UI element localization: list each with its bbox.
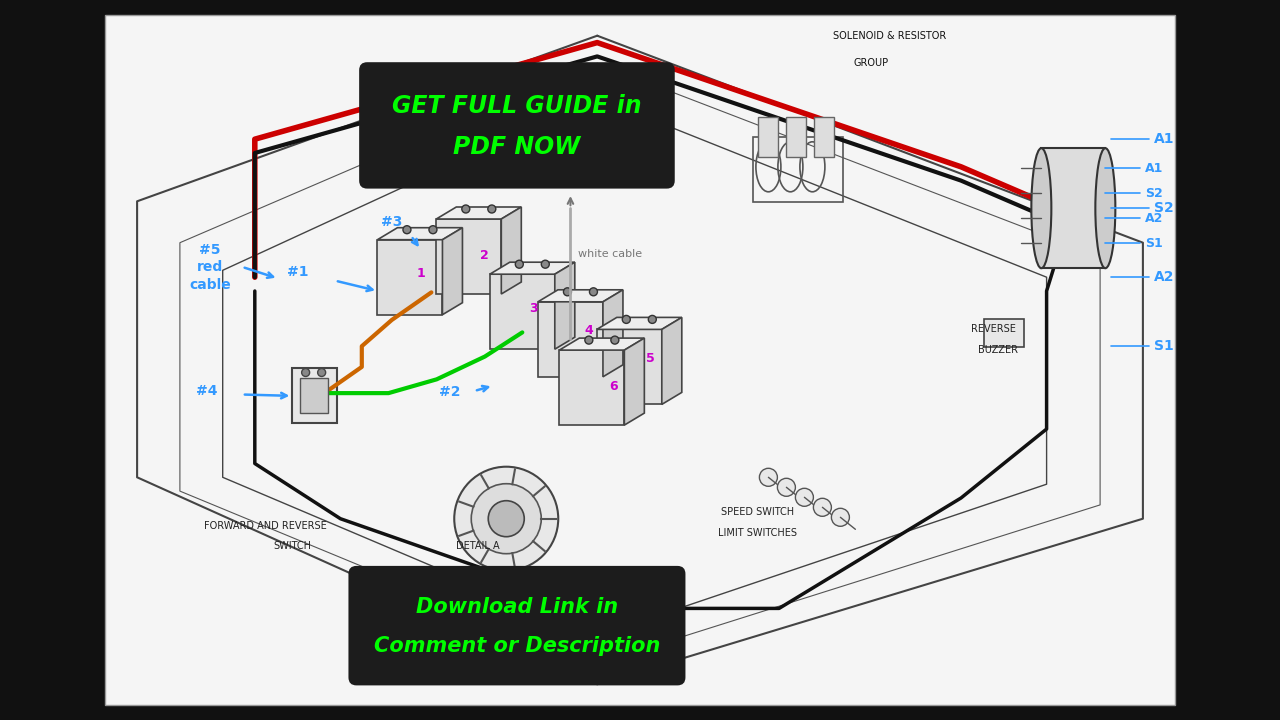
Text: Download Link in: Download Link in	[416, 597, 618, 617]
Polygon shape	[603, 289, 623, 377]
Polygon shape	[596, 318, 682, 330]
Polygon shape	[443, 228, 462, 315]
Text: SOLENOID & RESISTOR: SOLENOID & RESISTOR	[832, 31, 946, 41]
Text: GET FULL GUIDE in: GET FULL GUIDE in	[392, 94, 641, 117]
Text: S1: S1	[1153, 339, 1174, 354]
Text: #1: #1	[287, 265, 308, 279]
Text: A2: A2	[1153, 270, 1174, 284]
Circle shape	[488, 500, 525, 536]
Bar	[378, 240, 443, 315]
Text: SWITCH: SWITCH	[273, 541, 311, 552]
Text: white cable: white cable	[579, 248, 643, 258]
Circle shape	[516, 260, 524, 269]
Bar	[105, 15, 1175, 705]
Text: S2: S2	[1146, 186, 1164, 199]
Circle shape	[648, 315, 657, 323]
Polygon shape	[625, 338, 644, 425]
Polygon shape	[378, 228, 462, 240]
Bar	[754, 137, 844, 202]
Circle shape	[429, 225, 436, 234]
Bar	[300, 377, 328, 413]
Polygon shape	[436, 207, 521, 219]
Circle shape	[813, 498, 832, 516]
Text: 3: 3	[529, 302, 538, 315]
Bar	[436, 219, 502, 294]
Circle shape	[488, 205, 495, 213]
Circle shape	[832, 508, 850, 526]
Circle shape	[317, 369, 325, 377]
Bar	[292, 367, 337, 423]
Bar	[596, 330, 662, 405]
Text: 6: 6	[609, 379, 617, 392]
Text: SPEED SWITCH: SPEED SWITCH	[721, 507, 795, 517]
Text: red: red	[197, 260, 223, 274]
Circle shape	[590, 288, 598, 296]
Circle shape	[541, 260, 549, 269]
Bar	[490, 274, 554, 349]
Text: PDF NOW: PDF NOW	[453, 135, 581, 160]
Polygon shape	[554, 262, 575, 349]
Circle shape	[777, 478, 795, 496]
Bar	[559, 350, 625, 425]
Text: LIMIT SWITCH: LIMIT SWITCH	[538, 659, 604, 669]
Ellipse shape	[1032, 148, 1051, 269]
Text: BUZZER: BUZZER	[978, 345, 1019, 355]
Text: S2: S2	[1153, 201, 1174, 215]
Text: GROUP: GROUP	[854, 58, 890, 68]
Text: #5: #5	[200, 243, 220, 256]
Text: A1: A1	[1146, 162, 1164, 175]
Text: 4: 4	[584, 324, 593, 337]
Bar	[984, 320, 1024, 347]
Text: Comment or Description: Comment or Description	[374, 636, 660, 657]
Text: #3: #3	[381, 215, 402, 229]
Polygon shape	[662, 318, 682, 405]
Circle shape	[759, 468, 777, 486]
Circle shape	[585, 336, 593, 344]
Text: LIMIT SWITCHES: LIMIT SWITCHES	[718, 528, 797, 538]
Text: 5: 5	[646, 352, 655, 365]
Bar	[1042, 148, 1106, 269]
Text: #4: #4	[196, 384, 218, 398]
Circle shape	[471, 484, 541, 554]
Text: A2: A2	[1146, 212, 1164, 225]
Polygon shape	[538, 289, 623, 302]
Text: REVERSE: REVERSE	[970, 324, 1015, 334]
Circle shape	[462, 205, 470, 213]
FancyBboxPatch shape	[360, 62, 675, 189]
Text: 1: 1	[416, 267, 425, 280]
Polygon shape	[559, 338, 644, 350]
Bar	[786, 117, 806, 157]
Text: #2: #2	[439, 385, 461, 400]
Circle shape	[403, 225, 411, 234]
Text: S1: S1	[1146, 237, 1164, 250]
Text: cable: cable	[189, 279, 230, 292]
FancyBboxPatch shape	[348, 566, 686, 685]
Ellipse shape	[1096, 148, 1115, 269]
Text: 2: 2	[480, 248, 489, 261]
Circle shape	[795, 488, 813, 506]
Circle shape	[622, 315, 630, 323]
Text: DETAIL A: DETAIL A	[456, 541, 499, 552]
Bar	[814, 117, 835, 157]
Polygon shape	[490, 262, 575, 274]
Bar	[758, 117, 778, 157]
Polygon shape	[502, 207, 521, 294]
Bar	[538, 302, 603, 377]
Circle shape	[611, 336, 618, 344]
Circle shape	[302, 369, 310, 377]
Text: A1: A1	[1153, 132, 1174, 146]
Text: FORWARD AND REVERSE: FORWARD AND REVERSE	[204, 521, 326, 531]
Circle shape	[563, 288, 571, 296]
Circle shape	[454, 467, 558, 571]
